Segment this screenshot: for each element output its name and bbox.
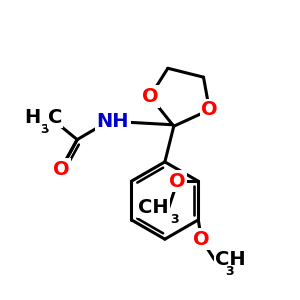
Text: CH: CH (138, 199, 169, 218)
Text: CH: CH (215, 250, 245, 269)
Text: NH: NH (97, 112, 129, 131)
Text: H: H (24, 108, 40, 127)
Text: 3: 3 (170, 213, 179, 226)
Text: O: O (201, 100, 218, 119)
Text: 3: 3 (225, 265, 234, 278)
Text: O: O (52, 160, 69, 179)
Text: O: O (142, 87, 158, 106)
Text: O: O (169, 172, 186, 191)
Text: 3: 3 (40, 123, 49, 136)
Text: C: C (48, 108, 62, 127)
Text: O: O (193, 230, 210, 249)
